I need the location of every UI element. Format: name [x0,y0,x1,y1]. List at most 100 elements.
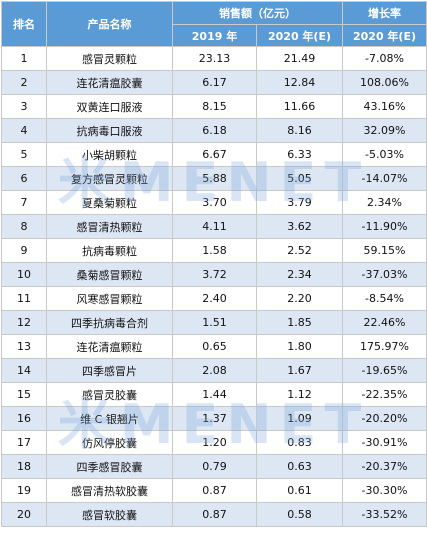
sales-2020-cell: 0.61 [256,478,343,503]
sales-2020-cell: 1.67 [256,358,343,383]
sales-2020-cell: 6.33 [256,142,343,167]
sales-2019-cell: 6.17 [172,70,257,95]
product-name-cell: 风寒感冒颗粒 [46,286,173,311]
table-row: 7 夏桑菊颗粒 3.70 3.79 2.34% [1,190,427,215]
table-row: 4 抗病毒口服液 6.18 8.16 32.09% [1,118,427,143]
growth-rate-cell: 32.09% [342,118,427,143]
product-name-cell: 双黄连口服液 [46,94,173,119]
sales-2019-cell: 5.88 [172,166,257,191]
table-row: 3 双黄连口服液 8.15 11.66 43.16% [1,94,427,119]
sales-2019-cell: 3.72 [172,262,257,287]
table-header: 排名 产品名称 销售额（亿元） 增长率 2019 年 2020 年(E) 202… [1,1,427,47]
table-row: 16 维 C 银翘片 1.37 1.09 -20.20% [1,406,427,431]
product-name-cell: 感冒灵颗粒 [46,46,173,71]
rank-cell: 17 [1,430,47,455]
table-row: 13 连花清瘟颗粒 0.65 1.80 175.97% [1,334,427,359]
growth-rate-cell: -33.52% [342,502,427,527]
sales-2019-cell: 0.87 [172,502,257,527]
header-sales: 销售额（亿元） [172,1,343,25]
product-name-cell: 四季抗病毒合剂 [46,310,173,335]
growth-rate-cell: 59.15% [342,238,427,263]
product-name-cell: 复方感冒灵颗粒 [46,166,173,191]
rank-cell: 5 [1,142,47,167]
rank-cell: 8 [1,214,47,239]
sales-2019-cell: 0.79 [172,454,257,479]
table-row: 19 感冒清热软胶囊 0.87 0.61 -30.30% [1,478,427,503]
growth-rate-cell: -11.90% [342,214,427,239]
product-name-cell: 夏桑菊颗粒 [46,190,173,215]
sales-2019-cell: 2.40 [172,286,257,311]
growth-rate-cell: -37.03% [342,262,427,287]
sales-2020-cell: 1.85 [256,310,343,335]
table-row: 14 四季感冒片 2.08 1.67 -19.65% [1,358,427,383]
header-year-2020: 2020 年(E) [256,24,343,47]
sales-2020-cell: 0.58 [256,502,343,527]
sales-2019-cell: 0.87 [172,478,257,503]
sales-2020-cell: 12.84 [256,70,343,95]
sales-2019-cell: 3.70 [172,190,257,215]
rank-cell: 2 [1,70,47,95]
rank-cell: 19 [1,478,47,503]
table-row: 5 小柴胡颗粒 6.67 6.33 -5.03% [1,142,427,167]
product-name-cell: 桑菊感冒颗粒 [46,262,173,287]
header-product-name: 产品名称 [46,1,173,47]
product-name-cell: 感冒清热软胶囊 [46,478,173,503]
growth-rate-cell: -14.07% [342,166,427,191]
table-row: 12 四季抗病毒合剂 1.51 1.85 22.46% [1,310,427,335]
product-name-cell: 感冒清热颗粒 [46,214,173,239]
table-row: 11 风寒感冒颗粒 2.40 2.20 -8.54% [1,286,427,311]
table-row: 20 感冒软胶囊 0.87 0.58 -33.52% [1,502,427,527]
product-name-cell: 四季感冒胶囊 [46,454,173,479]
product-name-cell: 四季感冒片 [46,358,173,383]
table-row: 2 连花清瘟胶囊 6.17 12.84 108.06% [1,70,427,95]
sales-2019-cell: 1.44 [172,382,257,407]
sales-2020-cell: 1.80 [256,334,343,359]
growth-rate-cell: -20.37% [342,454,427,479]
sales-2020-cell: 3.79 [256,190,343,215]
sales-2020-cell: 8.16 [256,118,343,143]
sales-2019-cell: 0.65 [172,334,257,359]
table-row: 18 四季感冒胶囊 0.79 0.63 -20.37% [1,454,427,479]
sales-2020-cell: 3.62 [256,214,343,239]
sales-2019-cell: 6.67 [172,142,257,167]
sales-2019-cell: 1.51 [172,310,257,335]
table-row: 6 复方感冒灵颗粒 5.88 5.05 -14.07% [1,166,427,191]
sales-2019-cell: 8.15 [172,94,257,119]
sales-2019-cell: 23.13 [172,46,257,71]
header-year-2019: 2019 年 [172,24,257,47]
rank-cell: 14 [1,358,47,383]
growth-rate-cell: -30.30% [342,478,427,503]
growth-rate-cell: -8.54% [342,286,427,311]
growth-rate-cell: 43.16% [342,94,427,119]
sales-2019-cell: 1.58 [172,238,257,263]
header-growth: 增长率 [342,1,427,25]
rank-cell: 9 [1,238,47,263]
sales-2020-cell: 1.12 [256,382,343,407]
rank-cell: 20 [1,502,47,527]
rank-cell: 13 [1,334,47,359]
rank-cell: 15 [1,382,47,407]
sales-2020-cell: 5.05 [256,166,343,191]
sales-2020-cell: 0.83 [256,430,343,455]
product-name-cell: 连花清瘟颗粒 [46,334,173,359]
product-name-cell: 维 C 银翘片 [46,406,173,431]
table-row: 17 仿风停胶囊 1.20 0.83 -30.91% [1,430,427,455]
sales-2020-cell: 2.20 [256,286,343,311]
product-name-cell: 连花清瘟胶囊 [46,70,173,95]
rank-cell: 12 [1,310,47,335]
rank-cell: 6 [1,166,47,191]
rank-cell: 10 [1,262,47,287]
sales-2020-cell: 0.63 [256,454,343,479]
rank-cell: 4 [1,118,47,143]
rank-cell: 16 [1,406,47,431]
sales-2020-cell: 1.09 [256,406,343,431]
sales-2020-cell: 11.66 [256,94,343,119]
header-growth-year: 2020 年(E) [342,24,427,47]
growth-rate-cell: -22.35% [342,382,427,407]
sales-2019-cell: 2.08 [172,358,257,383]
rank-cell: 11 [1,286,47,311]
growth-rate-cell: -19.65% [342,358,427,383]
rank-cell: 1 [1,46,47,71]
product-name-cell: 感冒灵胶囊 [46,382,173,407]
product-name-cell: 仿风停胶囊 [46,430,173,455]
